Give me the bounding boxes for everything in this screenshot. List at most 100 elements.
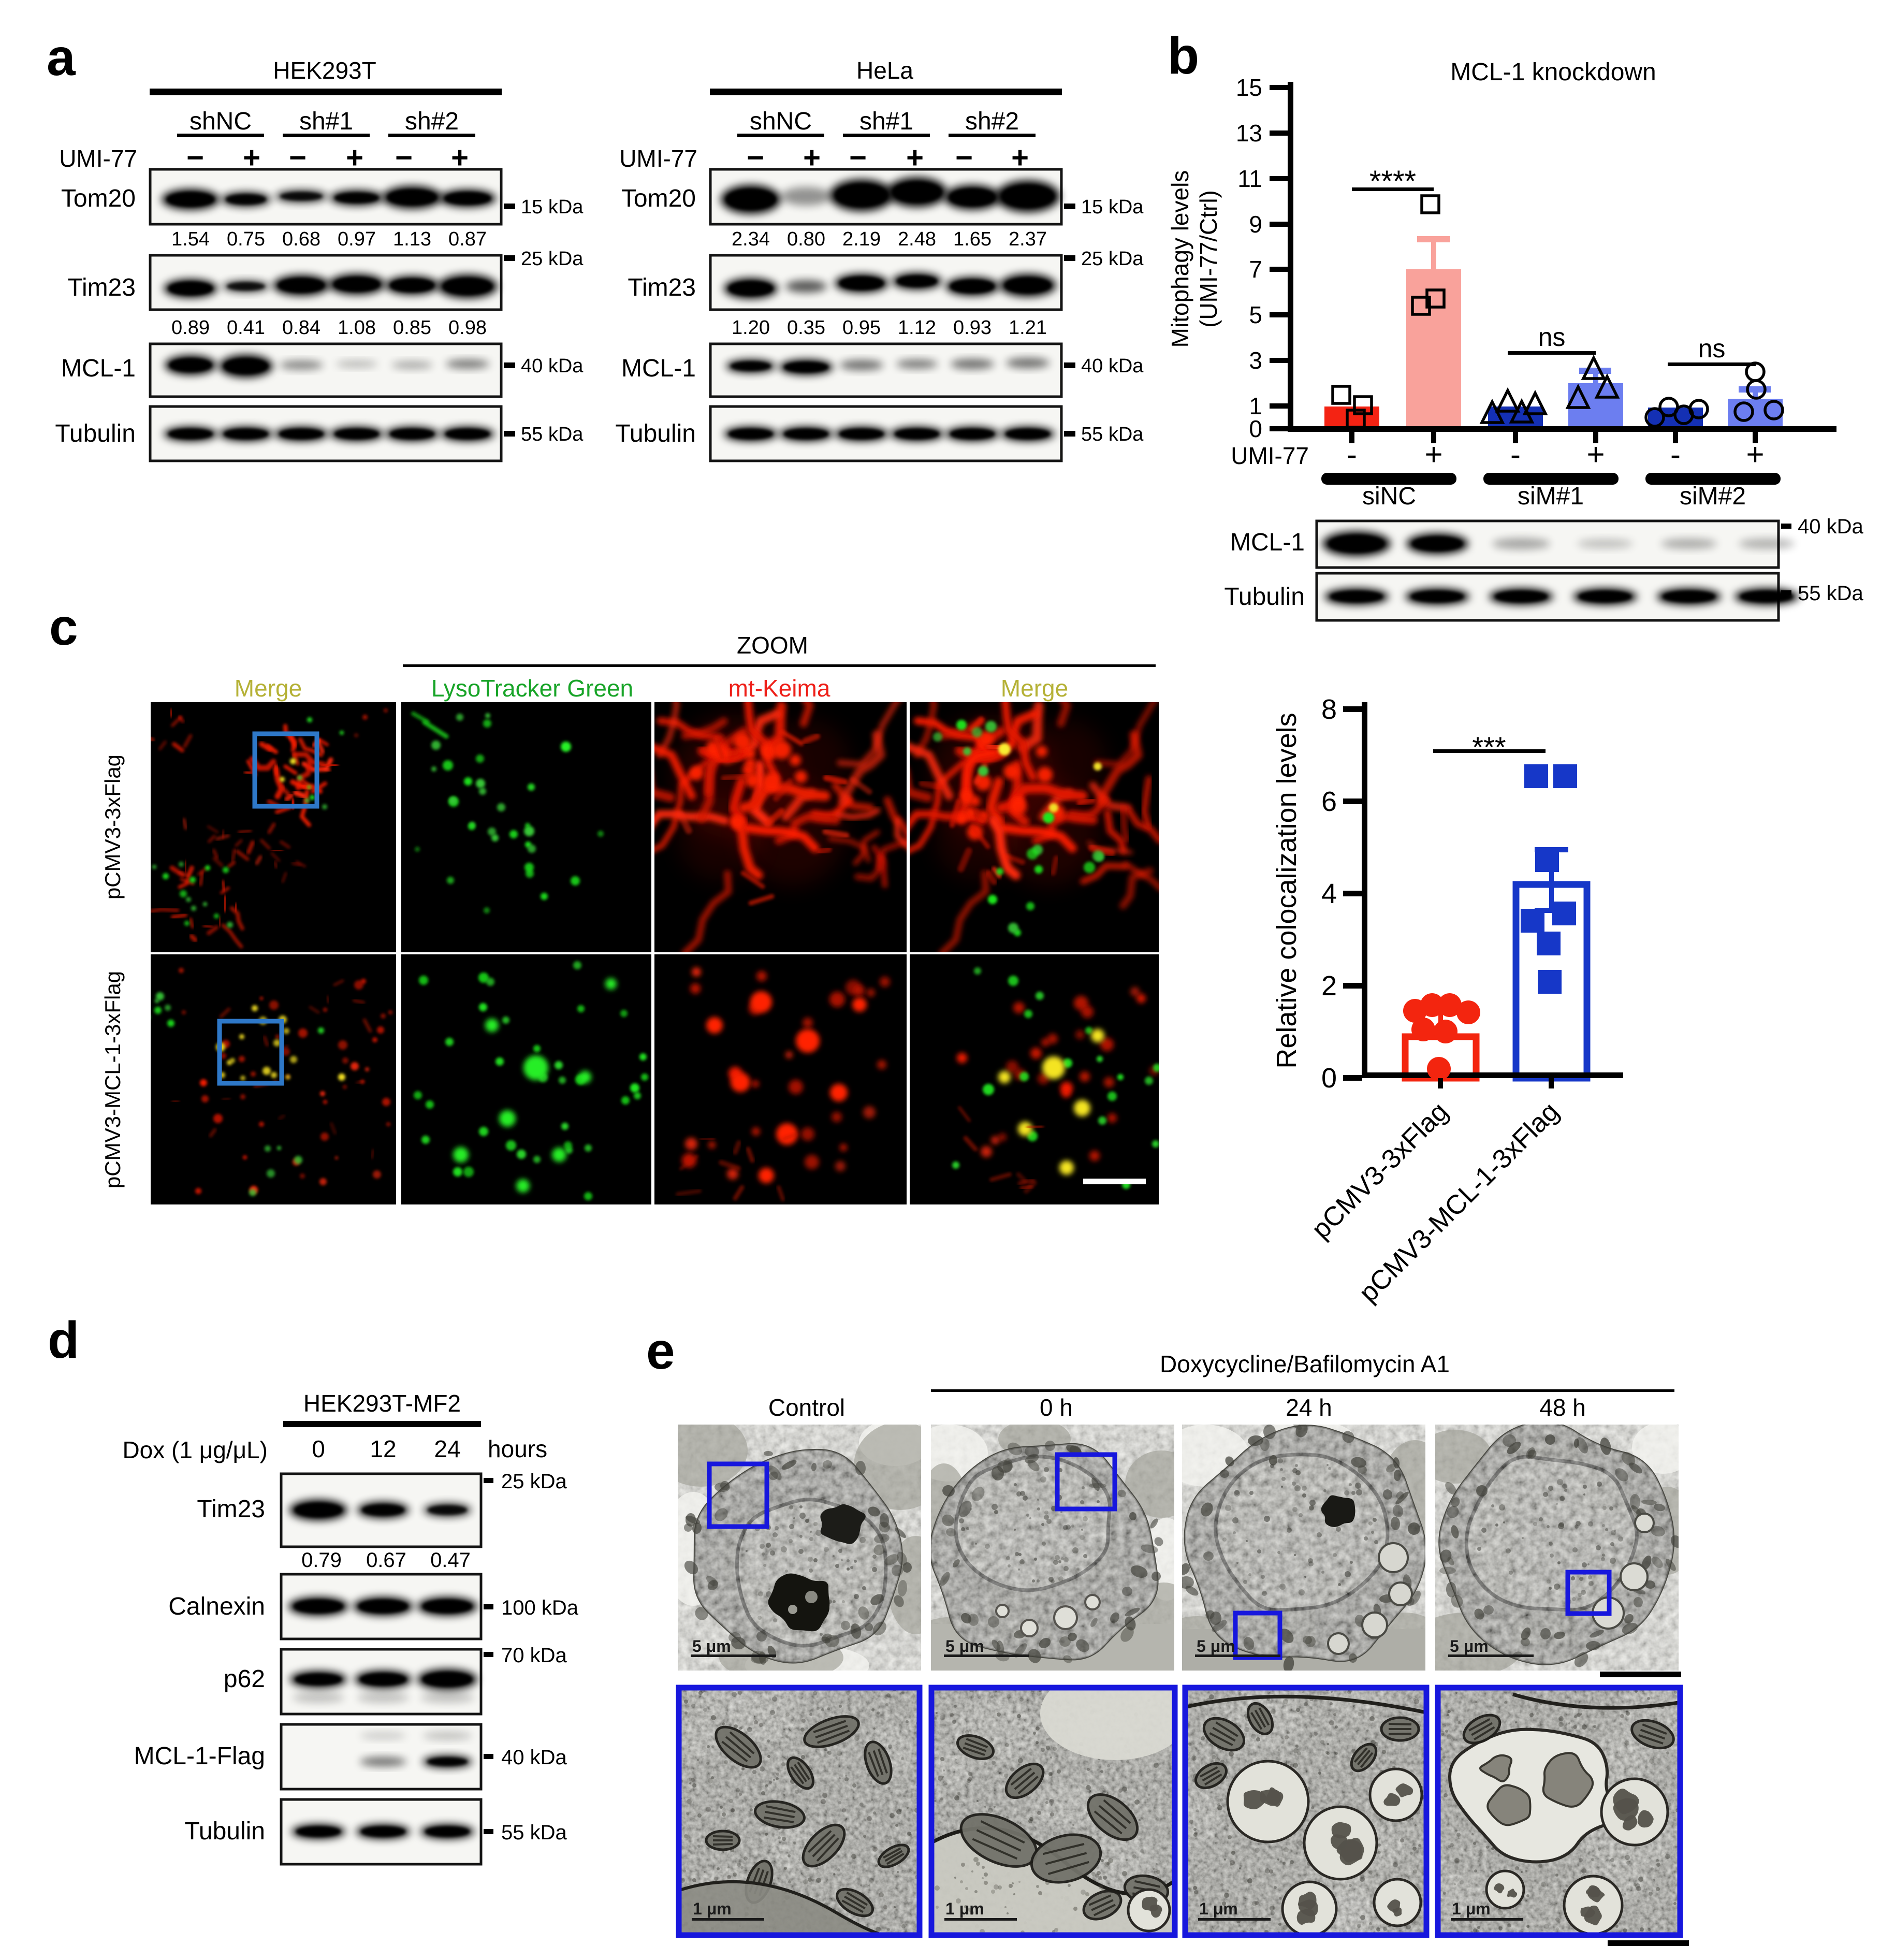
svg-text:1.21: 1.21 (1009, 317, 1047, 339)
svg-text:pCMV3-MCL-1-3xFlag: pCMV3-MCL-1-3xFlag (100, 971, 125, 1188)
svg-text:Tom20: Tom20 (621, 185, 696, 212)
svg-text:+: + (1424, 437, 1442, 472)
svg-text:1: 1 (1249, 393, 1262, 419)
svg-text:Tim23: Tim23 (628, 274, 696, 301)
svg-text:25 kDa: 25 kDa (1081, 248, 1144, 270)
svg-text:2.37: 2.37 (1009, 228, 1047, 250)
svg-text:Dox (1 μg/μL): Dox (1 μg/μL) (122, 1436, 268, 1463)
svg-text:HEK293T-MF2: HEK293T-MF2 (303, 1390, 461, 1417)
svg-text:6: 6 (1321, 786, 1337, 817)
svg-text:0.95: 0.95 (842, 317, 881, 339)
svg-text:UMI-77: UMI-77 (59, 145, 137, 172)
svg-text:12: 12 (370, 1435, 396, 1462)
svg-text:(UMI-77/Ctrl): (UMI-77/Ctrl) (1195, 190, 1222, 328)
svg-text:24: 24 (434, 1435, 460, 1462)
svg-text:0.98: 0.98 (448, 317, 487, 339)
svg-text:15 kDa: 15 kDa (1081, 196, 1144, 218)
svg-text:40 kDa: 40 kDa (501, 1746, 567, 1769)
svg-text:HEK293T: HEK293T (273, 57, 376, 84)
svg-text:Merge: Merge (235, 675, 302, 702)
svg-text:-: - (1510, 437, 1521, 472)
svg-text:0.80: 0.80 (787, 228, 825, 250)
svg-text:1.65: 1.65 (953, 228, 992, 250)
svg-text:1.54: 1.54 (171, 228, 210, 250)
svg-text:0.87: 0.87 (448, 228, 487, 250)
svg-text:4: 4 (1321, 878, 1337, 909)
svg-text:+: + (1746, 437, 1764, 472)
svg-text:sh#1: sh#1 (859, 108, 913, 135)
svg-text:MCL-1-Flag: MCL-1-Flag (134, 1743, 265, 1770)
svg-text:1 μm: 1 μm (693, 1899, 732, 1918)
svg-text:0: 0 (1321, 1063, 1337, 1094)
svg-text:40 kDa: 40 kDa (521, 355, 584, 377)
svg-text:0: 0 (1249, 415, 1262, 442)
svg-text:p62: p62 (224, 1665, 265, 1693)
svg-text:ns: ns (1698, 334, 1726, 363)
svg-text:0.35: 0.35 (787, 317, 825, 339)
svg-text:ZOOM: ZOOM (737, 632, 808, 659)
svg-text:1.13: 1.13 (393, 228, 431, 250)
svg-text:hours: hours (488, 1435, 547, 1462)
svg-text:1.08: 1.08 (338, 317, 376, 339)
svg-text:c: c (49, 598, 78, 656)
svg-text:1 μm: 1 μm (1452, 1899, 1491, 1918)
svg-text:0.79: 0.79 (301, 1549, 342, 1572)
svg-text:0.97: 0.97 (338, 228, 376, 250)
svg-text:Tubulin: Tubulin (615, 420, 696, 447)
svg-text:0.93: 0.93 (953, 317, 992, 339)
svg-text:3: 3 (1249, 347, 1262, 374)
svg-text:Mitophagy levels: Mitophagy levels (1167, 170, 1193, 348)
svg-text:Tubulin: Tubulin (184, 1818, 265, 1845)
svg-text:5 μm: 5 μm (692, 1637, 731, 1656)
svg-text:0.89: 0.89 (171, 317, 210, 339)
svg-text:***: *** (1472, 731, 1506, 763)
svg-text:MCL-1: MCL-1 (1230, 529, 1305, 556)
svg-text:2: 2 (1321, 970, 1337, 1001)
svg-text:5: 5 (1249, 301, 1262, 328)
svg-text:Control: Control (768, 1394, 845, 1421)
svg-text:0.85: 0.85 (393, 317, 431, 339)
svg-text:0.84: 0.84 (282, 317, 320, 339)
svg-text:e: e (646, 1322, 675, 1380)
svg-text:0.47: 0.47 (430, 1549, 471, 1572)
svg-text:MCL-1: MCL-1 (61, 355, 136, 382)
svg-text:Tubulin: Tubulin (55, 420, 136, 447)
svg-text:+: + (1586, 437, 1605, 472)
svg-text:2.19: 2.19 (842, 228, 881, 250)
svg-text:siM#2: siM#2 (1680, 483, 1746, 510)
svg-text:5 μm: 5 μm (945, 1637, 984, 1656)
svg-text:b: b (1168, 27, 1199, 85)
svg-text:Relative colocalization levels: Relative colocalization levels (1271, 713, 1302, 1068)
svg-text:mt-Keima: mt-Keima (728, 675, 830, 702)
svg-text:25 kDa: 25 kDa (521, 248, 584, 270)
svg-text:0.67: 0.67 (366, 1549, 406, 1572)
svg-text:Doxycycline/Bafilomycin A1: Doxycycline/Bafilomycin A1 (1160, 1351, 1450, 1377)
svg-text:LysoTracker Green: LysoTracker Green (431, 675, 633, 702)
svg-text:5 μm: 5 μm (1450, 1637, 1489, 1656)
svg-text:HeLa: HeLa (856, 57, 913, 84)
svg-text:d: d (48, 1311, 79, 1369)
svg-text:a: a (47, 28, 76, 86)
svg-text:Tom20: Tom20 (61, 185, 136, 212)
svg-text:Tim23: Tim23 (67, 274, 136, 301)
svg-text:-: - (1670, 437, 1681, 472)
svg-text:9: 9 (1249, 211, 1262, 238)
svg-text:UMI-77: UMI-77 (619, 145, 697, 172)
svg-text:UMI-77: UMI-77 (1231, 442, 1309, 469)
svg-text:ns: ns (1538, 323, 1566, 352)
svg-text:13: 13 (1236, 120, 1262, 147)
svg-text:1 μm: 1 μm (1199, 1899, 1238, 1918)
svg-text:70 kDa: 70 kDa (501, 1644, 567, 1667)
svg-text:pCMV3-3xFlag: pCMV3-3xFlag (100, 754, 125, 899)
svg-text:7: 7 (1249, 256, 1262, 283)
svg-text:-: - (1347, 437, 1357, 472)
svg-text:11: 11 (1237, 165, 1262, 192)
svg-text:sh#1: sh#1 (299, 108, 353, 135)
svg-text:MCL-1: MCL-1 (621, 355, 696, 382)
svg-text:Tim23: Tim23 (197, 1496, 265, 1523)
svg-text:1.20: 1.20 (732, 317, 770, 339)
svg-text:shNC: shNC (190, 108, 252, 135)
svg-text:40 kDa: 40 kDa (1081, 355, 1144, 377)
svg-text:0.68: 0.68 (282, 228, 320, 250)
svg-text:55 kDa: 55 kDa (1798, 582, 1863, 605)
